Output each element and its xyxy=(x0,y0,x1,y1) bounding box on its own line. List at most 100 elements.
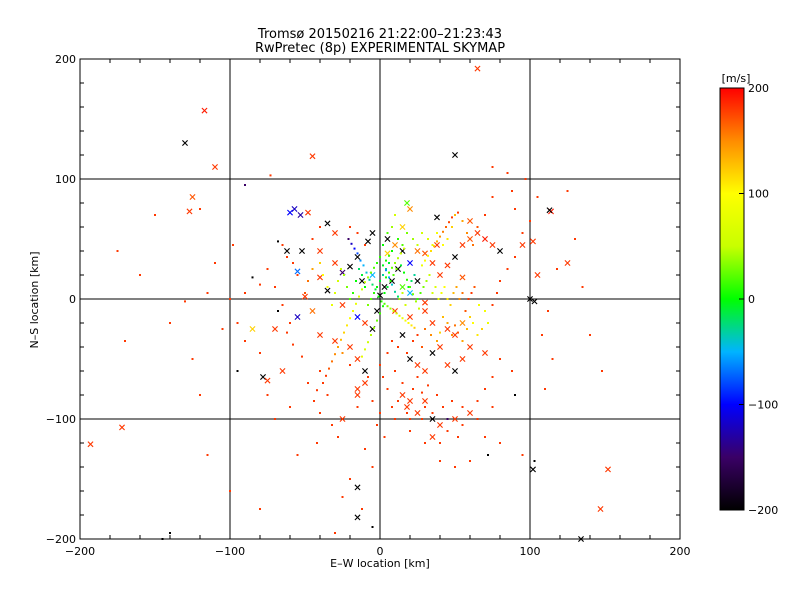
data-point-dot xyxy=(386,388,389,390)
data-point-dot xyxy=(376,262,378,264)
data-point-dot xyxy=(436,394,438,396)
data-point-dot xyxy=(397,295,399,298)
data-point-dot xyxy=(379,256,381,258)
data-point-cross xyxy=(359,278,365,284)
data-point-dot xyxy=(337,280,339,282)
data-point-dot xyxy=(391,406,393,408)
data-point-dot xyxy=(437,298,440,300)
data-point-dot xyxy=(397,257,399,260)
data-point-dot xyxy=(370,298,372,300)
data-point-dot xyxy=(442,316,444,318)
data-point-dot xyxy=(421,346,423,348)
data-point-dot xyxy=(451,400,453,402)
data-point-dot xyxy=(370,271,372,274)
data-point-dot xyxy=(412,340,414,342)
data-point-dot xyxy=(470,292,473,294)
colorbar-label: [m/s] xyxy=(722,72,751,85)
data-point-dot xyxy=(529,220,531,222)
data-point-dot xyxy=(464,310,467,312)
y-tick-label: 100 xyxy=(55,173,76,186)
data-point-dot xyxy=(343,331,345,334)
data-point-dot xyxy=(361,355,363,358)
data-point-dot xyxy=(506,268,509,270)
data-point-cross xyxy=(444,326,451,332)
data-point-dot xyxy=(422,286,425,288)
colorbar-tick-label: 200 xyxy=(748,82,769,95)
data-point-cross xyxy=(467,236,473,242)
data-point-dot xyxy=(589,334,591,336)
data-point-dot xyxy=(442,406,444,408)
data-point-cross xyxy=(362,320,368,326)
data-point-dot xyxy=(296,454,299,456)
data-point-dot xyxy=(376,319,378,322)
data-point-dot xyxy=(533,460,536,462)
data-point-dot xyxy=(316,442,318,444)
data-point-dot xyxy=(370,334,372,336)
data-point-dot xyxy=(277,240,279,243)
data-point-dot xyxy=(442,244,444,246)
data-point-dot xyxy=(334,353,336,356)
data-point-dot xyxy=(425,280,428,282)
data-point-dot xyxy=(394,214,396,216)
data-point-dot xyxy=(404,319,407,322)
data-point-dot xyxy=(524,178,527,180)
data-point-dot xyxy=(358,295,360,298)
data-point-dot xyxy=(154,214,156,216)
data-point-dot xyxy=(289,322,291,324)
data-point-dot xyxy=(277,310,279,312)
data-point-dot xyxy=(481,328,483,330)
data-point-dot xyxy=(551,358,554,360)
data-point-dot xyxy=(385,269,387,272)
colorbar: 200 100 0 −100 −200 xyxy=(719,82,778,517)
data-point-dot xyxy=(355,302,357,305)
data-point-dot xyxy=(364,348,366,351)
data-point-dot xyxy=(469,460,471,462)
data-point-dot xyxy=(491,166,494,168)
data-point-cross xyxy=(531,298,538,305)
data-point-cross xyxy=(422,308,428,314)
data-point-dot xyxy=(349,478,351,480)
data-point-dot xyxy=(431,412,434,414)
data-point-dot xyxy=(334,532,336,534)
data-point-dot xyxy=(566,190,569,192)
data-point-dot xyxy=(424,259,426,262)
data-point-cross xyxy=(530,466,536,473)
data-point-dot xyxy=(487,454,489,456)
data-point-dot xyxy=(412,293,414,296)
data-point-dot xyxy=(346,286,348,288)
data-point-cross xyxy=(434,242,440,248)
data-point-dot xyxy=(352,292,354,294)
data-point-dot xyxy=(424,406,426,408)
data-point-dot xyxy=(499,442,501,444)
data-point-dot xyxy=(446,418,449,420)
data-point-dot xyxy=(424,442,426,444)
data-point-dot xyxy=(232,244,234,246)
data-point-dot xyxy=(476,400,479,402)
data-point-dot xyxy=(386,286,389,288)
data-point-cross xyxy=(347,263,353,270)
data-point-dot xyxy=(337,346,339,348)
data-point-dot xyxy=(311,268,314,270)
data-point-dot xyxy=(259,352,261,354)
data-point-cross xyxy=(597,506,604,512)
data-point-dot xyxy=(394,370,396,372)
data-point-dot xyxy=(206,454,209,456)
data-point-dot xyxy=(382,305,384,308)
x-tick-label: 100 xyxy=(520,545,541,558)
data-point-dot xyxy=(473,286,476,288)
data-point-cross xyxy=(347,344,353,350)
data-point-dot xyxy=(436,232,438,234)
data-point-dot xyxy=(391,250,393,252)
data-point-dot xyxy=(394,418,396,420)
data-point-dot xyxy=(439,331,441,334)
data-point-dot xyxy=(386,232,389,234)
data-point-cross xyxy=(429,260,436,266)
data-point-dot xyxy=(385,276,387,279)
data-point-dot xyxy=(388,254,390,257)
data-point-cross xyxy=(302,293,308,300)
data-point-cross xyxy=(452,416,458,422)
data-point-dot xyxy=(385,268,387,270)
data-point-dot xyxy=(379,312,381,315)
data-point-dot xyxy=(199,208,201,210)
data-point-dot xyxy=(412,388,414,390)
